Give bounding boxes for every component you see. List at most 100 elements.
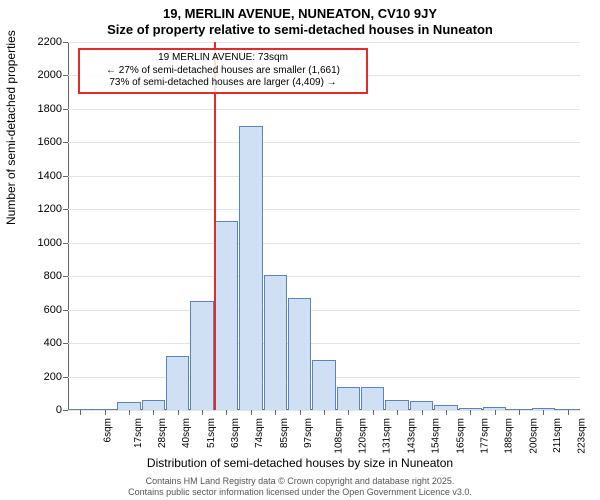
xtick-label: 63sqm <box>230 418 241 448</box>
xtick-label: 120sqm <box>358 418 369 454</box>
xtick-mark <box>275 410 276 415</box>
xtick-mark <box>519 410 520 415</box>
xtick-mark <box>300 410 301 415</box>
xtick-mark <box>373 410 374 415</box>
xtick-label: 211sqm <box>552 418 563 453</box>
footer-line2: Contains public sector information licen… <box>0 487 600 498</box>
ytick-mark <box>63 75 68 76</box>
xtick-label: 108sqm <box>333 418 344 454</box>
xtick-label: 177sqm <box>479 418 490 454</box>
xtick-mark <box>129 410 130 415</box>
footer-line1: Contains HM Land Registry data © Crown c… <box>0 476 600 487</box>
xtick-label: 51sqm <box>206 418 217 448</box>
histogram-bar <box>288 298 311 410</box>
xtick-mark <box>568 410 569 415</box>
xtick-label: 131sqm <box>382 418 393 454</box>
ytick-label: 1200 <box>38 203 62 215</box>
ytick-label: 1600 <box>38 136 62 148</box>
chart-container: { "chart": { "type": "histogram", "title… <box>0 0 600 500</box>
plot-area: 19 MERLIN AVENUE: 73sqm← 27% of semi-det… <box>68 42 580 410</box>
xtick-mark <box>80 410 81 415</box>
gridline <box>68 109 580 110</box>
xtick-mark <box>422 410 423 415</box>
ytick-label: 400 <box>44 337 62 349</box>
ytick-mark <box>63 310 68 311</box>
xtick-mark <box>397 410 398 415</box>
gridline <box>68 209 580 210</box>
ytick-mark <box>63 142 68 143</box>
xtick-label: 97sqm <box>303 418 314 448</box>
xtick-mark <box>470 410 471 415</box>
xtick-mark <box>543 410 544 415</box>
annotation-box: 19 MERLIN AVENUE: 73sqm← 27% of semi-det… <box>78 48 368 94</box>
ytick-label: 200 <box>44 371 62 383</box>
xtick-mark <box>153 410 154 415</box>
histogram-bar <box>166 356 189 410</box>
ytick-mark <box>63 42 68 43</box>
xtick-label: 28sqm <box>157 418 168 448</box>
xtick-mark <box>251 410 252 415</box>
ytick-label: 2200 <box>38 36 62 48</box>
xtick-label: 154sqm <box>431 418 442 454</box>
gridline <box>68 42 580 43</box>
annotation-line: 73% of semi-detached houses are larger (… <box>84 77 362 90</box>
xtick-label: 74sqm <box>254 418 265 448</box>
ytick-mark <box>63 209 68 210</box>
annotation-line: ← 27% of semi-detached houses are smalle… <box>84 65 362 78</box>
histogram-bar <box>385 400 408 410</box>
chart-title-line2: Size of property relative to semi-detach… <box>0 22 600 37</box>
chart-title-line1: 19, MERLIN AVENUE, NUNEATON, CV10 9JY <box>0 6 600 21</box>
histogram-bar <box>142 400 165 410</box>
ytick-mark <box>63 176 68 177</box>
footer: Contains HM Land Registry data © Crown c… <box>0 476 600 498</box>
xtick-mark <box>105 410 106 415</box>
gridline <box>68 176 580 177</box>
ytick-mark <box>63 343 68 344</box>
ytick-mark <box>63 276 68 277</box>
histogram-bar <box>410 401 433 410</box>
gridline <box>68 243 580 244</box>
xtick-mark <box>178 410 179 415</box>
xtick-label: 85sqm <box>279 418 290 448</box>
xtick-label: 17sqm <box>133 418 144 448</box>
gridline <box>68 276 580 277</box>
histogram-bar <box>337 387 360 410</box>
histogram-bar <box>117 402 140 410</box>
ytick-mark <box>63 410 68 411</box>
ytick-label: 1400 <box>38 170 62 182</box>
xtick-label: 40sqm <box>181 418 192 448</box>
marker-line <box>214 42 216 410</box>
ytick-label: 600 <box>44 304 62 316</box>
x-axis-label: Distribution of semi-detached houses by … <box>0 456 600 470</box>
xtick-label: 223sqm <box>577 418 588 454</box>
ytick-mark <box>63 109 68 110</box>
xtick-mark <box>495 410 496 415</box>
xtick-mark <box>446 410 447 415</box>
y-axis <box>68 42 69 410</box>
gridline <box>68 142 580 143</box>
ytick-label: 1800 <box>38 103 62 115</box>
annotation-line: 19 MERLIN AVENUE: 73sqm <box>84 52 362 65</box>
ytick-mark <box>63 377 68 378</box>
xtick-label: 165sqm <box>455 418 466 454</box>
ytick-label: 1000 <box>38 237 62 249</box>
xtick-mark <box>226 410 227 415</box>
ytick-label: 0 <box>56 404 62 416</box>
histogram-bar <box>264 275 287 410</box>
xtick-mark <box>324 410 325 415</box>
xtick-label: 200sqm <box>528 418 539 454</box>
ytick-label: 2000 <box>38 69 62 81</box>
xtick-mark <box>348 410 349 415</box>
gridline <box>68 343 580 344</box>
histogram-bar <box>190 301 213 410</box>
xtick-label: 6sqm <box>103 418 114 442</box>
ytick-label: 800 <box>44 270 62 282</box>
histogram-bar <box>239 126 262 410</box>
ytick-mark <box>63 243 68 244</box>
gridline <box>68 310 580 311</box>
xtick-label: 143sqm <box>406 418 417 454</box>
histogram-bar <box>312 360 335 410</box>
histogram-bar <box>361 387 384 410</box>
xtick-label: 188sqm <box>504 418 515 454</box>
y-axis-label: Number of semi-detached properties <box>4 30 18 225</box>
